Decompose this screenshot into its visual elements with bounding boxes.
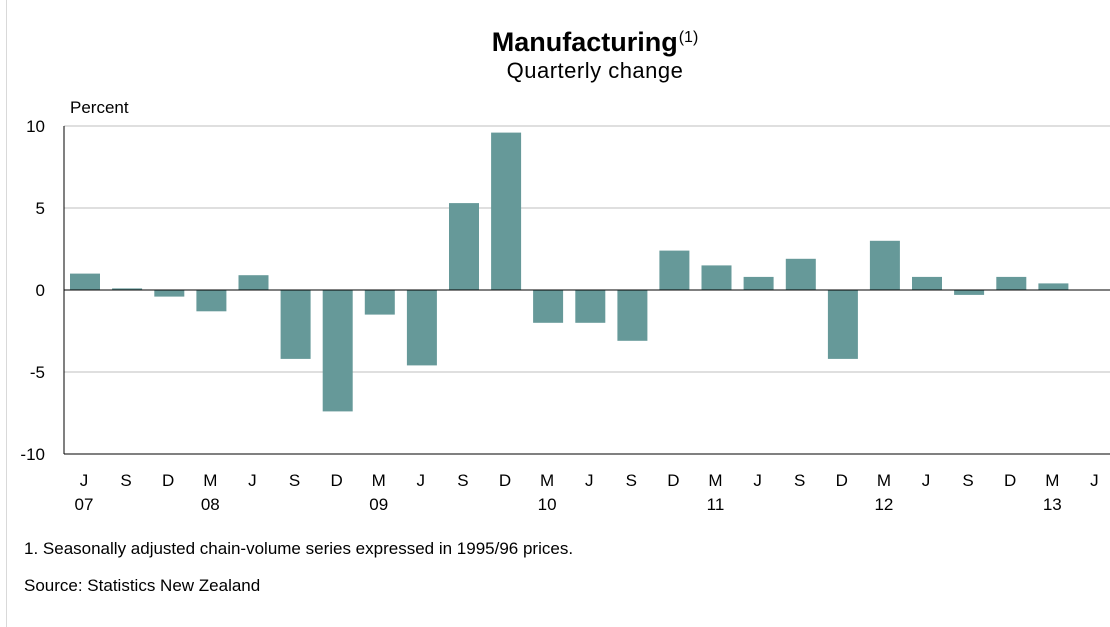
x-tick-label: J	[585, 471, 594, 490]
bar-dec-09	[491, 132, 522, 290]
x-tick-label: D	[836, 471, 848, 490]
x-year-label: 08	[201, 495, 220, 514]
source-note: Source: Statistics New Zealand	[24, 576, 261, 595]
x-tick-label: D	[162, 471, 174, 490]
x-tick-label: M	[1045, 471, 1059, 490]
bar-sep-09	[449, 203, 479, 290]
bar-mar-08	[196, 290, 227, 312]
bars	[70, 132, 1069, 412]
bar-jun-08	[238, 275, 269, 290]
x-tick-label: J	[1090, 471, 1099, 490]
x-tick-label: M	[203, 471, 217, 490]
bar-sep-12	[954, 290, 985, 295]
x-tick-label: S	[457, 471, 468, 490]
bar-chart: Percent 10 5 0 -5 -10 J S D M J S D M J S D M J S D M J S D M J S…	[20, 98, 1110, 514]
bar-mar-09	[364, 290, 395, 315]
y-tick-label: -5	[30, 363, 45, 382]
bar-mar-11	[701, 265, 732, 290]
x-tick-label: S	[120, 471, 131, 490]
y-axis-label: Percent	[70, 98, 129, 117]
x-tick-label: S	[962, 471, 973, 490]
chart-subtitle: Quarterly change	[506, 58, 684, 83]
bar-jun-12	[912, 276, 942, 290]
bar-dec-07	[154, 290, 185, 297]
bar-sep-08	[280, 290, 311, 359]
chart-title: Manufacturing(1)	[491, 27, 699, 57]
x-year-label: 11	[707, 495, 725, 514]
y-tick-labels: 10 5 0 -5 -10	[20, 117, 45, 464]
x-tick-label: M	[708, 471, 722, 490]
y-tick-label: 10	[26, 117, 45, 136]
bar-jun-07	[70, 273, 100, 290]
x-tick-label: M	[540, 471, 554, 490]
bar-mar-10	[533, 290, 564, 323]
x-year-label: 13	[1043, 495, 1062, 514]
bar-sep-11	[785, 258, 816, 290]
x-tick-label: D	[667, 471, 679, 490]
bar-jun-11	[743, 276, 774, 290]
x-tick-label: S	[626, 471, 637, 490]
x-tick-label: M	[372, 471, 386, 490]
gridlines	[64, 125, 1110, 373]
bar-jun-10	[575, 290, 606, 323]
x-tick-label: J	[248, 471, 257, 490]
x-year-label: 09	[369, 495, 388, 514]
x-tick-label: J	[80, 471, 89, 490]
chart-header: Manufacturing(1) Quarterly change	[0, 26, 1110, 84]
x-tick-label: D	[330, 471, 342, 490]
title-superscript: (1)	[678, 29, 699, 46]
x-tick-label: S	[289, 471, 300, 490]
bar-sep-07	[112, 288, 143, 290]
axes	[63, 126, 1110, 455]
frame-border	[6, 0, 7, 627]
bar-mar-12	[869, 240, 900, 290]
x-year-label: 12	[874, 495, 893, 514]
x-year-label: 07	[75, 495, 94, 514]
bar-dec-12	[996, 276, 1027, 290]
x-tick-label: D	[499, 471, 511, 490]
y-tick-label: 0	[36, 281, 45, 300]
bar-jun-09	[406, 290, 437, 366]
x-tick-label: J	[922, 471, 931, 490]
y-tick-label: -10	[20, 445, 45, 464]
x-tick-label: J	[417, 471, 426, 490]
x-tick-label: S	[794, 471, 805, 490]
x-tick-label: D	[1004, 471, 1016, 490]
x-tick-labels: J S D M J S D M J S D M J S D M J S D M J S D M J 07 08 09 10 11 12 13	[75, 471, 1099, 514]
bar-dec-08	[322, 290, 353, 412]
x-year-label: 10	[538, 495, 557, 514]
x-tick-label: M	[877, 471, 891, 490]
footnote: 1. Seasonally adjusted chain-volume seri…	[24, 539, 574, 558]
bar-dec-10	[659, 250, 690, 290]
x-tick-label: J	[753, 471, 762, 490]
bar-dec-11	[827, 290, 858, 359]
bar-sep-10	[617, 290, 648, 341]
y-tick-label: 5	[36, 199, 45, 218]
bar-mar-13	[1038, 283, 1069, 290]
